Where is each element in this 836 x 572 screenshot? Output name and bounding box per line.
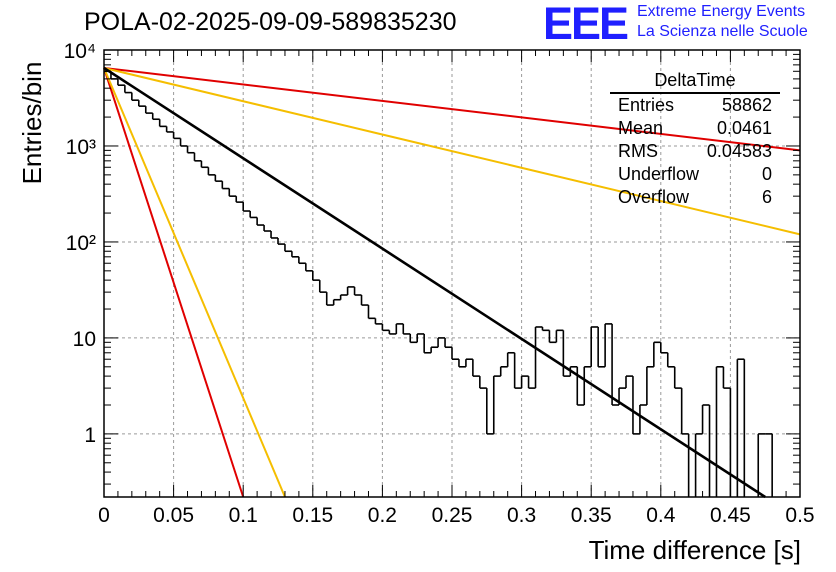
x-tick-label: 0.05 — [153, 504, 194, 527]
brand-line-2: La Scienza nelle Scuole — [637, 23, 808, 40]
stats-row-rms: RMS 0.04583 — [610, 140, 780, 163]
chart-title: POLA-02-2025-09-09-589835230 — [84, 8, 457, 36]
stats-row-underflow: Underflow 0 — [610, 163, 780, 186]
y-axis-label: Entries/bin — [17, 61, 47, 185]
ticks — [103, 49, 801, 497]
x-tick-label: 0.25 — [432, 504, 473, 527]
y-tick-label: 1 — [84, 424, 96, 447]
stats-label: Mean — [618, 118, 664, 138]
y-tick-label: 10² — [66, 232, 96, 255]
slow-component-red — [103, 66, 801, 152]
stats-label: Underflow — [618, 164, 700, 184]
stats-label: Overflow — [618, 187, 690, 207]
x-tick-label: 0.45 — [710, 504, 751, 527]
y-tick-label: 10⁴ — [64, 40, 96, 63]
stats-value: 58862 — [721, 95, 772, 115]
stats-row-mean: Mean 0.0461 — [610, 117, 780, 140]
y-tick-label: 10³ — [66, 136, 96, 159]
x-tick-label: 0.35 — [571, 504, 612, 527]
x-axis-label: Time difference [s] — [588, 535, 801, 565]
stats-value: 0.04583 — [706, 141, 772, 161]
x-tick-label: 0.15 — [292, 504, 333, 527]
slow-component-yellow — [103, 66, 801, 236]
stats-row-overflow: Overflow 6 — [610, 186, 780, 209]
exponential-fit-line — [103, 66, 766, 499]
stats-row-entries: Entries 58862 — [610, 94, 780, 117]
series — [103, 66, 801, 499]
stats-title: DeltaTime — [610, 70, 780, 94]
x-tick-label: 0.1 — [229, 504, 258, 527]
stats-label: Entries — [618, 95, 675, 115]
brand-line-1: Extreme Energy Events — [637, 3, 806, 20]
x-tick-label: 0.3 — [507, 504, 536, 527]
y-tick-label: 10 — [73, 328, 96, 351]
tick-labels: 0 0.05 0.1 0.15 0.2 0.25 0.3 0.35 0.4 0.45 0.5 1 10 1… — [64, 40, 815, 527]
fast-component-yellow — [103, 67, 286, 498]
x-tick-label: 0.4 — [646, 504, 676, 527]
stats-label: RMS — [618, 141, 658, 161]
stats-value: 0.0461 — [716, 118, 772, 138]
x-tick-label: 0.5 — [785, 504, 814, 527]
stats-value: 0 — [761, 164, 772, 184]
stats-value: 6 — [761, 187, 772, 207]
stats-box: DeltaTime Entries 58862 Mean 0.0461 RMS … — [610, 70, 780, 209]
x-tick-label: 0 — [98, 504, 110, 527]
grid — [104, 50, 800, 497]
x-tick-label: 0.2 — [368, 504, 397, 527]
fast-component-red — [103, 67, 245, 498]
eee-logo: EEE — [543, 0, 629, 49]
